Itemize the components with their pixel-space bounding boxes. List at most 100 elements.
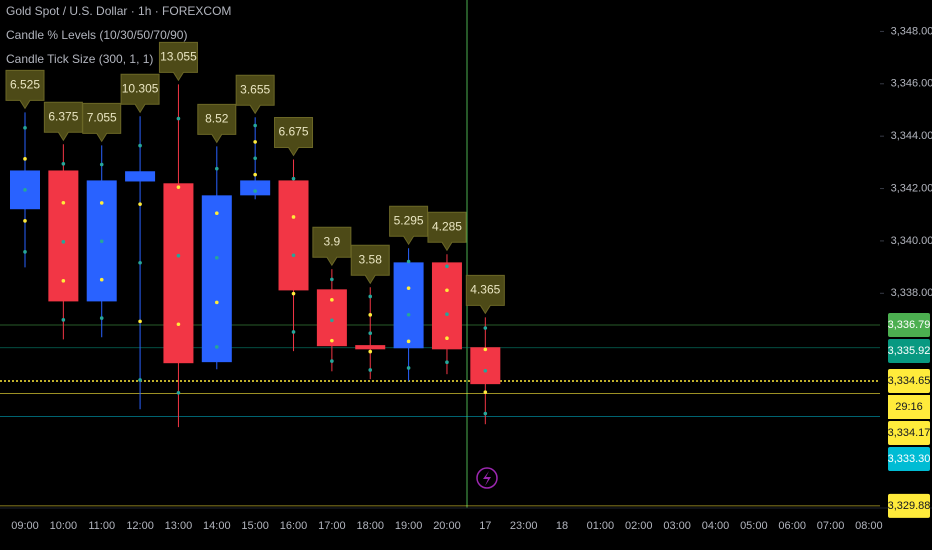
candle-label: 6.675 bbox=[279, 125, 309, 139]
price-tag-label: 3,334.65 bbox=[888, 375, 931, 387]
candle-body bbox=[431, 262, 462, 350]
level-dot bbox=[215, 166, 219, 171]
level-dot bbox=[368, 349, 373, 354]
level-dot bbox=[215, 211, 219, 216]
level-dot bbox=[406, 312, 411, 317]
level-dot bbox=[445, 336, 449, 341]
session-icon bbox=[476, 467, 498, 489]
indicator-label: Candle Tick Size (300, 1, 1) bbox=[6, 52, 153, 66]
candle-label: 6.525 bbox=[10, 78, 40, 92]
level-dot bbox=[253, 189, 257, 193]
level-dot bbox=[176, 322, 181, 327]
level-dot bbox=[483, 411, 488, 416]
level-dot bbox=[99, 316, 104, 320]
x-tick-label: 10:00 bbox=[50, 520, 78, 532]
candle-label: 4.285 bbox=[432, 219, 462, 233]
candle-body bbox=[355, 345, 386, 350]
price-tag-label: 3,334.17 bbox=[888, 427, 931, 439]
candle-label: 13.055 bbox=[160, 49, 197, 63]
candle-body bbox=[278, 180, 309, 291]
y-tick-label: 3,348.00 bbox=[891, 25, 932, 37]
level-dot bbox=[330, 359, 334, 363]
level-dot bbox=[445, 312, 449, 317]
y-tick-label: 3,338.00 bbox=[891, 287, 932, 299]
label-box bbox=[312, 226, 352, 267]
candle-label: 3.655 bbox=[240, 82, 270, 96]
level-dot bbox=[23, 250, 27, 254]
x-tick-label: 18 bbox=[556, 520, 568, 532]
x-tick-label: 06:00 bbox=[778, 520, 806, 532]
y-tick-label: 3,344.00 bbox=[891, 130, 932, 142]
x-tick-label: 13:00 bbox=[165, 520, 193, 532]
x-tick-label: 16:00 bbox=[280, 520, 308, 532]
y-tick-label: 3,340.00 bbox=[891, 235, 932, 247]
level-dot bbox=[253, 172, 257, 177]
y-tick-label: 3,342.00 bbox=[891, 182, 932, 194]
x-tick-label: 14:00 bbox=[203, 520, 231, 532]
x-tick-label: 11:00 bbox=[88, 520, 115, 532]
label-box bbox=[158, 41, 198, 82]
level-dot bbox=[138, 260, 142, 265]
price-tag-label: 3,335.92 bbox=[888, 345, 931, 357]
x-tick-label: 19:00 bbox=[395, 520, 423, 532]
level-dot bbox=[99, 277, 104, 282]
label-box bbox=[427, 211, 467, 252]
x-tick-label: 04:00 bbox=[702, 520, 730, 532]
level-dot bbox=[99, 239, 104, 244]
level-dot bbox=[61, 161, 66, 166]
chart-title: Gold Spot / U.S. Dollar · 1h · FOREXCOM bbox=[6, 4, 231, 18]
level-dot bbox=[176, 253, 181, 258]
x-tick-label: 01:00 bbox=[587, 520, 615, 532]
level-dot bbox=[215, 300, 219, 305]
level-dot bbox=[61, 318, 66, 322]
level-dot bbox=[330, 338, 334, 343]
countdown-tag bbox=[888, 395, 930, 419]
price-tag-label: 3,329.88 bbox=[888, 500, 931, 512]
level-dot bbox=[61, 201, 66, 205]
level-dot bbox=[330, 298, 334, 302]
price-tag bbox=[888, 338, 930, 363]
x-tick-label: 03:00 bbox=[663, 520, 691, 532]
x-tick-label: 02:00 bbox=[625, 520, 653, 532]
label-box bbox=[235, 74, 275, 115]
candle-body bbox=[316, 289, 347, 347]
price-tag bbox=[888, 447, 930, 471]
level-dot bbox=[291, 253, 296, 258]
x-tick-label: 18:00 bbox=[356, 520, 384, 532]
y-tick-label: 3,346.00 bbox=[891, 78, 932, 90]
level-dot bbox=[483, 390, 488, 394]
x-tick-label: 17 bbox=[479, 520, 491, 532]
candle-label: 5.295 bbox=[394, 213, 424, 227]
level-dot bbox=[253, 123, 257, 128]
level-dot bbox=[330, 277, 334, 282]
level-dot bbox=[138, 143, 142, 148]
candle-label: 8.52 bbox=[205, 112, 229, 126]
level-dot bbox=[61, 240, 66, 244]
level-dot bbox=[215, 345, 219, 349]
level-dot bbox=[445, 288, 449, 293]
candle-label: 7.055 bbox=[87, 111, 117, 125]
level-dot bbox=[215, 255, 219, 260]
level-dot bbox=[23, 157, 27, 161]
candle-body bbox=[125, 171, 156, 182]
label-box bbox=[389, 205, 429, 246]
level-dot bbox=[23, 188, 27, 192]
level-dot bbox=[99, 201, 104, 205]
price-tag bbox=[888, 493, 930, 518]
level-dot bbox=[368, 368, 373, 372]
x-tick-label: 09:00 bbox=[11, 520, 39, 532]
candle-label: 6.375 bbox=[48, 109, 78, 123]
level-dot bbox=[138, 202, 142, 206]
level-dot bbox=[23, 219, 27, 223]
label-box bbox=[82, 102, 122, 143]
level-dot bbox=[138, 319, 142, 324]
level-dot bbox=[291, 330, 296, 334]
candle-label: 3.58 bbox=[359, 252, 383, 266]
x-tick-label: 12:00 bbox=[126, 520, 154, 532]
x-tick-label: 15:00 bbox=[241, 520, 269, 532]
level-dot bbox=[445, 264, 449, 269]
level-dot bbox=[176, 116, 181, 121]
level-dot bbox=[406, 259, 411, 264]
x-tick-label: 07:00 bbox=[817, 520, 845, 532]
